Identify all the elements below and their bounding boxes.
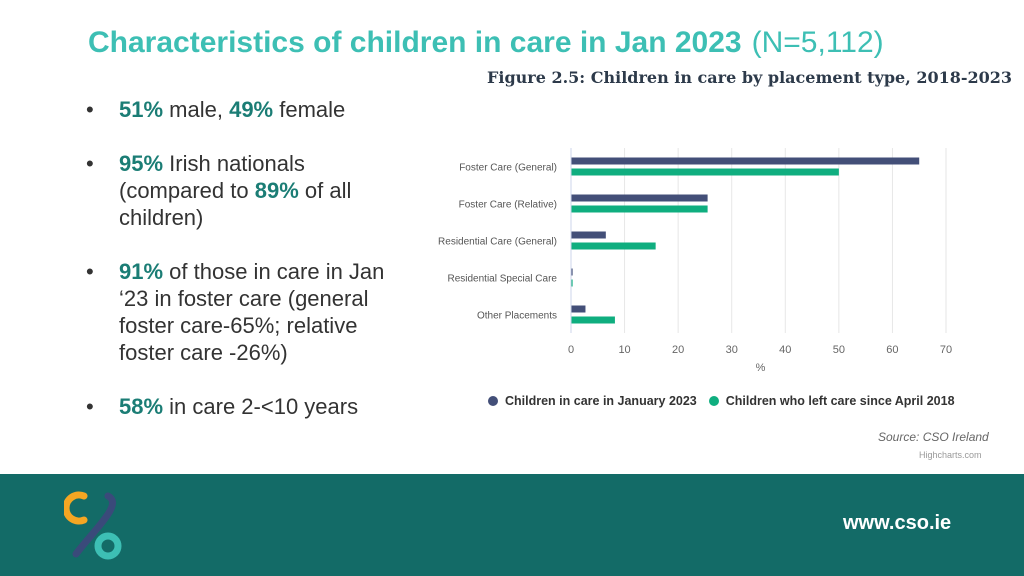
bullet-item: 58% in care 2-<10 years (86, 393, 406, 420)
x-tick-label: 20 (672, 344, 684, 356)
bullet-item: 51% male, 49% female (86, 96, 406, 123)
x-tick-label: 30 (726, 344, 738, 356)
bullet-text: in care 2-<10 years (163, 394, 359, 419)
bullet-item: 95% Irish nationals (compared to 89% of … (86, 150, 406, 231)
bar-left-care (571, 279, 573, 287)
x-tick-label: 0 (568, 344, 574, 356)
bullet-text: male, (163, 97, 230, 122)
x-tick-label: 40 (779, 344, 791, 356)
title-text: Characteristics of children in care in J… (88, 26, 742, 59)
bar-left-care (571, 168, 839, 176)
bullet-item: 91% of those in care in Jan ‘23 in foste… (86, 258, 406, 366)
x-tick-label: 50 (833, 344, 845, 356)
figure-title: Figure 2.5: Children in care by placemen… (487, 68, 1013, 87)
bullet-highlight: 95% (119, 151, 164, 176)
bar-left-care (571, 205, 708, 213)
bar-left-care (571, 242, 656, 250)
title-count: (N=5,112) (751, 26, 884, 59)
bullet-highlight: 58% (119, 394, 164, 419)
legend-label: Children in care in January 2023 (505, 394, 697, 408)
category-label: Residential Special Care (447, 274, 557, 285)
bar-in-care (571, 231, 606, 239)
chart-legend: Children in care in January 2023 Childre… (488, 394, 955, 408)
footer-bar: www.cso.ie (0, 474, 1024, 576)
bullet-text: female (273, 97, 346, 122)
legend-marker-icon (488, 396, 498, 406)
website-url[interactable]: www.cso.ie (843, 512, 952, 534)
category-label: Foster Care (General) (459, 163, 557, 174)
legend-item[interactable]: Children in care in January 2023 (488, 394, 697, 408)
bullet-text: Irish nationals (compared to (119, 151, 305, 203)
legend-marker-icon (708, 396, 719, 406)
chart-source: Source: CSO Ireland (878, 430, 989, 444)
bar-in-care (571, 194, 708, 202)
slide-title: Characteristics of children in care in J… (88, 26, 884, 60)
bar-in-care (571, 157, 920, 165)
legend-label: Children who left care since April 2018 (725, 394, 955, 408)
cso-logo-icon (64, 491, 122, 560)
x-tick-label: 60 (886, 344, 898, 356)
bar-left-care (571, 316, 615, 324)
bullet-highlight: 49% (229, 97, 274, 122)
bullet-list: 51% male, 49% female 95% Irish nationals… (86, 96, 406, 447)
bar-chart: 0 10 20 30 40 50 60 70% Foster Care (General) Fos… (438, 148, 952, 374)
bullet-highlight: 91% (119, 259, 164, 284)
chart-credits[interactable]: Highcharts.com (919, 450, 982, 460)
category-label: Foster Care (Relative) (459, 200, 557, 211)
bullet-highlight: 89% (254, 178, 299, 203)
bar-in-care (571, 305, 586, 313)
bar-in-care (571, 268, 573, 276)
x-tick-label: 70 (940, 344, 952, 356)
bullet-text: of all children) (119, 178, 352, 230)
category-label: Residential Care (General) (438, 237, 557, 248)
legend-item[interactable]: Children who left care since April 2018 (708, 394, 955, 408)
x-axis-label: % (756, 362, 766, 374)
bullet-highlight: 51% (119, 97, 164, 122)
bullet-text: of those in care in Jan ‘23 in foster ca… (119, 259, 385, 365)
x-tick-label: 10 (618, 344, 630, 356)
category-label: Other Placements (477, 311, 557, 322)
